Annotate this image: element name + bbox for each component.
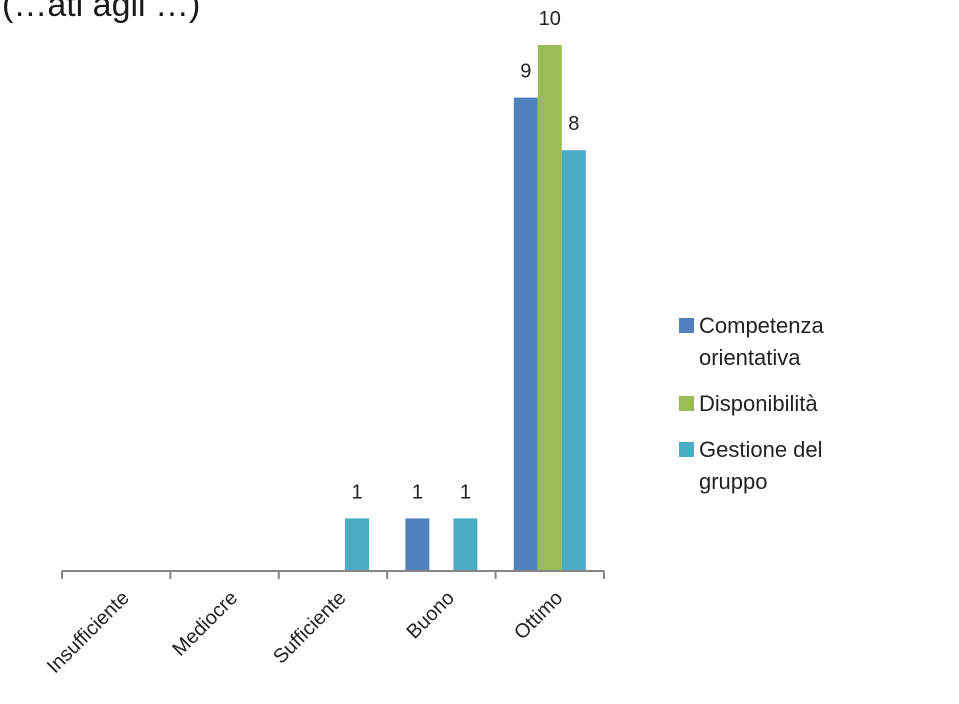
data-labels-group: 1 1 1 9 10 8 [351,8,579,503]
data-label-ottimo-series-1: 9 [520,61,531,83]
x-tick-label-insufficiente: Insufficiente [43,587,134,678]
legend-label: Gestione del gruppo [699,437,823,494]
bar-ottimo-series-2 [537,45,562,571]
legend-item-1: Competenza orientativa [679,310,959,374]
legend-swatch [679,442,694,457]
bar-ottimo-series-3 [561,150,586,571]
legend: Competenza orientativa Disponibilità Gesti… [679,310,959,512]
data-label-buono-series-1: 1 [412,481,423,503]
data-label-ottimo-series-2: 10 [539,8,561,30]
x-tick-label-mediocre: Mediocre [168,587,242,661]
data-label-buono-series-3: 1 [460,481,471,503]
legend-label: Disponibilità [699,391,818,416]
x-tick-label-ottimo: Ottimo [510,587,567,644]
bars-group [345,45,586,571]
legend-label: Competenza orientativa [699,313,824,370]
legend-item-3: Gestione del gruppo [679,434,959,498]
x-axis-ticks [61,571,605,579]
data-label-sufficiente-series-3: 1 [351,481,362,503]
bar-sufficiente-series-3 [345,518,369,571]
chart-title: (…ati agli …) [2,0,201,24]
data-label-ottimo-series-3: 8 [568,113,579,135]
x-tick-label-buono: Buono [402,587,458,643]
x-tick-label-sufficiente: Sufficiente [269,587,350,668]
bar-buono-series-3 [453,518,478,571]
bar-buono-series-1 [405,518,430,571]
legend-swatch [679,396,694,411]
legend-item-2: Disponibilità [679,388,959,420]
legend-swatch [679,318,694,333]
x-axis-tick-labels: Insufficiente Mediocre Sufficiente Buono Ott… [43,587,567,678]
bar-ottimo-series-1 [513,97,538,571]
